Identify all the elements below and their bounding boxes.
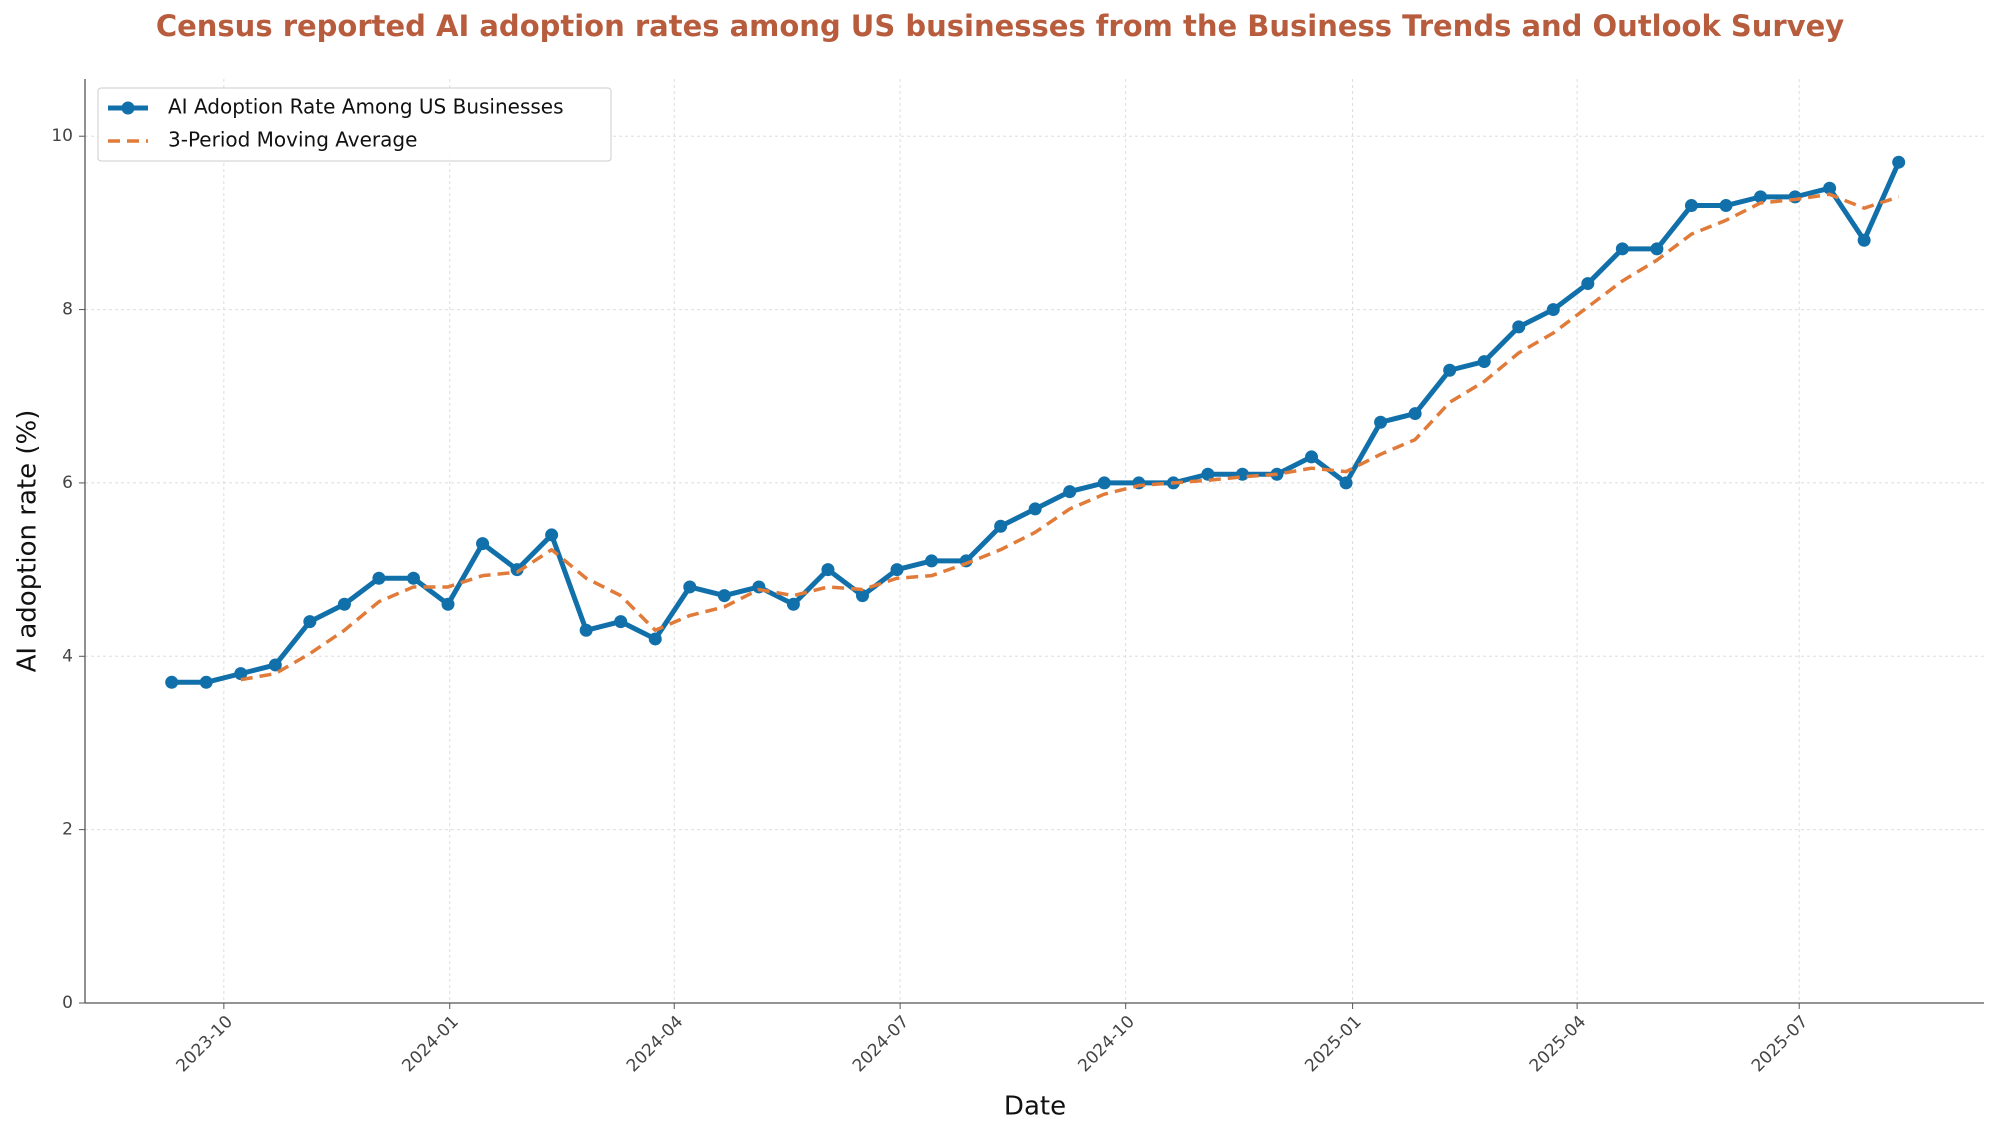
data-point <box>1857 233 1871 247</box>
data-point <box>441 597 455 611</box>
x-tick-label: 2025-04 <box>1526 1012 1590 1076</box>
data-point <box>1892 155 1906 169</box>
data-point <box>579 623 593 637</box>
data-point <box>855 589 869 603</box>
y-axis-label: AI adoption rate (%) <box>13 410 43 673</box>
data-point <box>1339 476 1353 490</box>
data-point <box>406 571 420 585</box>
chart-title: Census reported AI adoption rates among … <box>156 9 1844 43</box>
data-point <box>199 675 213 689</box>
legend-label: 3-Period Moving Average <box>168 128 417 152</box>
series-line <box>171 161 1901 685</box>
data-point <box>1650 242 1664 256</box>
x-axis-label: Date <box>1004 1092 1066 1122</box>
data-point <box>994 519 1008 533</box>
data-point <box>372 571 386 585</box>
data-point <box>1615 242 1629 256</box>
data-point <box>303 615 317 629</box>
x-tick-label: 2024-07 <box>849 1012 913 1076</box>
data-point <box>717 589 731 603</box>
x-tick-label: 2023-10 <box>173 1012 237 1076</box>
data-point <box>786 597 800 611</box>
y-tick-label: 6 <box>62 473 73 493</box>
series-line <box>240 192 1900 682</box>
y-tick-label: 2 <box>62 820 73 840</box>
data-point <box>545 528 559 542</box>
x-tick-label: 2024-04 <box>623 1012 687 1076</box>
data-point <box>1546 303 1560 317</box>
data-point <box>1512 320 1526 334</box>
data-point <box>476 537 490 551</box>
y-tick-label: 4 <box>62 646 73 666</box>
data-point <box>1684 199 1698 213</box>
data-point <box>1374 415 1388 429</box>
data-point <box>510 563 524 577</box>
data-point <box>234 667 248 681</box>
data-point <box>268 658 282 672</box>
data-point <box>337 597 351 611</box>
data-point <box>925 554 939 568</box>
data-point <box>1581 277 1595 291</box>
data-point <box>890 563 904 577</box>
legend-label: AI Adoption Rate Among US Businesses <box>168 95 564 119</box>
data-point <box>165 675 179 689</box>
data-point <box>1201 467 1215 481</box>
x-tick-label: 2025-01 <box>1301 1012 1365 1076</box>
data-point <box>1097 476 1111 490</box>
data-point <box>1305 450 1319 464</box>
data-point <box>683 580 697 594</box>
y-tick-label: 0 <box>62 993 73 1013</box>
x-tick-label: 2024-10 <box>1074 1012 1138 1076</box>
data-point <box>1408 407 1422 421</box>
y-tick-label: 8 <box>62 300 73 320</box>
data-point <box>614 615 628 629</box>
data-point <box>1719 199 1733 213</box>
data-point <box>648 632 662 646</box>
legend-box <box>97 87 612 162</box>
y-tick-label: 10 <box>51 126 73 146</box>
data-point <box>1063 485 1077 499</box>
data-point <box>821 563 835 577</box>
legend-marker <box>121 101 135 115</box>
data-point <box>1823 181 1837 195</box>
data-point <box>1754 190 1768 204</box>
x-tick-label: 2025-07 <box>1748 1012 1812 1076</box>
data-point <box>1477 355 1491 369</box>
data-point <box>1028 502 1042 516</box>
data-point <box>1443 363 1457 377</box>
x-tick-label: 2024-01 <box>398 1012 462 1076</box>
